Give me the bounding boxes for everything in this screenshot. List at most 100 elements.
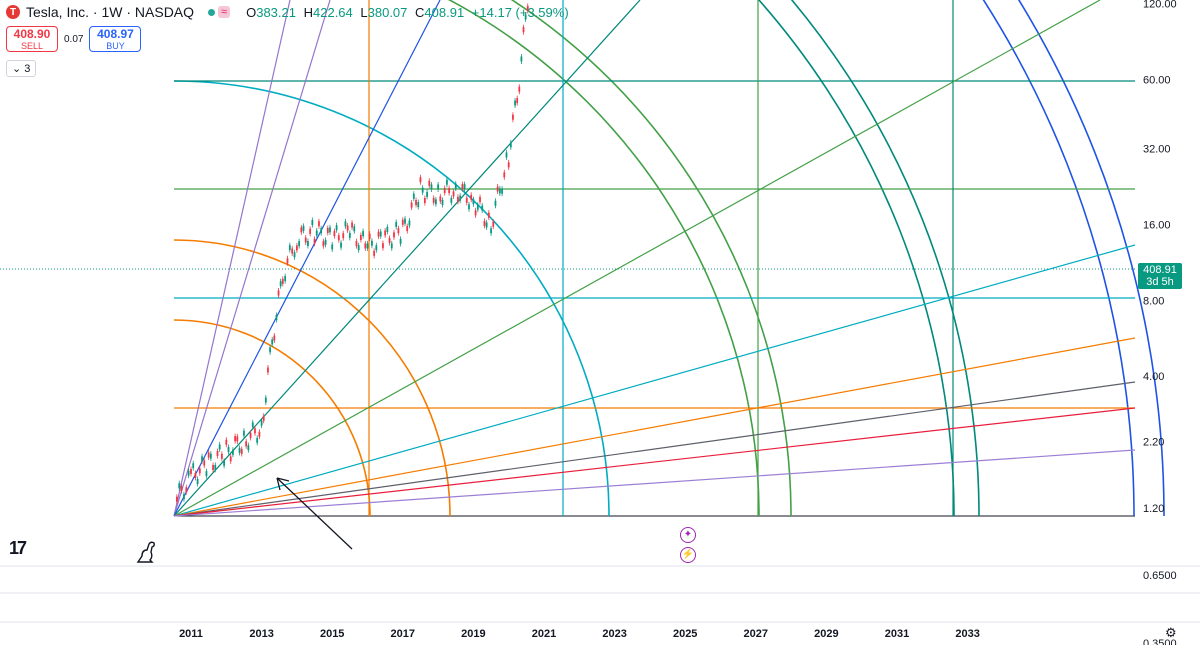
x-tick-label: 2027 xyxy=(744,628,768,640)
candle xyxy=(309,228,312,234)
y-tick-label: 0.6500 xyxy=(1143,570,1177,582)
candle xyxy=(225,439,228,445)
candle xyxy=(452,191,455,197)
candle xyxy=(192,463,195,469)
candle xyxy=(397,228,400,234)
trade-panel: 408.90 SELL 0.07 408.97 BUY xyxy=(6,26,142,52)
candle xyxy=(324,239,327,245)
candle xyxy=(196,478,199,484)
candle xyxy=(256,437,259,443)
candle xyxy=(443,188,446,194)
candle xyxy=(298,241,301,247)
candle xyxy=(198,468,201,474)
candle xyxy=(267,367,269,373)
current-price: 408.91 xyxy=(1143,264,1177,276)
candle xyxy=(185,487,188,493)
candle xyxy=(393,232,395,238)
candle xyxy=(417,202,420,208)
candle xyxy=(432,197,435,203)
sell-button[interactable]: 408.90 SELL xyxy=(6,26,58,52)
candle xyxy=(264,397,267,403)
y-tick-label: 4.00 xyxy=(1143,371,1164,383)
candle xyxy=(415,200,417,206)
candle xyxy=(505,152,508,158)
gann-fan-line xyxy=(173,449,1136,517)
candle xyxy=(194,472,197,478)
candle xyxy=(373,250,376,256)
candle xyxy=(526,5,529,11)
x-tick-label: 2029 xyxy=(814,628,838,640)
candle xyxy=(190,468,192,474)
x-tick-label: 2017 xyxy=(391,628,415,640)
indicators-toggle[interactable]: ⌄ 3 xyxy=(6,60,37,77)
candle xyxy=(406,226,409,232)
symbol-title[interactable]: Tesla, Inc. · 1W · NASDAQ xyxy=(26,4,195,20)
candle xyxy=(485,222,488,228)
candle xyxy=(251,422,254,428)
candle xyxy=(279,281,282,287)
candle xyxy=(448,188,451,194)
x-tick-label: 2021 xyxy=(532,628,556,640)
candle xyxy=(346,225,349,231)
candle xyxy=(366,243,369,249)
market-status[interactable]: ≈ xyxy=(208,6,231,18)
dino-icon[interactable] xyxy=(136,540,158,564)
x-tick-label: 2033 xyxy=(955,628,979,640)
candle xyxy=(214,464,217,470)
candle xyxy=(470,194,473,200)
candle xyxy=(318,221,320,227)
candle xyxy=(315,230,318,236)
candle xyxy=(320,228,323,234)
dividend-event-icon[interactable]: ⚡ xyxy=(680,547,696,563)
gann-arc xyxy=(447,0,760,517)
candle xyxy=(524,14,527,20)
current-price-tag: 408.91 3d 5h xyxy=(1138,263,1182,289)
symbol-header[interactable]: T Tesla, Inc. · 1W · NASDAQ ≈ O383.21 H4… xyxy=(6,4,573,20)
settings-icon[interactable]: ⚙ xyxy=(1165,625,1177,640)
candle xyxy=(296,245,298,251)
candle xyxy=(311,220,314,226)
candle xyxy=(218,444,221,450)
spread-value: 0.07 xyxy=(64,33,84,45)
candle xyxy=(490,228,492,234)
candle xyxy=(362,231,364,237)
candle xyxy=(472,199,475,205)
candle xyxy=(496,186,499,192)
candle xyxy=(207,452,210,458)
candle xyxy=(355,241,358,247)
candle xyxy=(304,237,307,243)
candle xyxy=(344,221,347,227)
y-tick-label: 120.00 xyxy=(1143,0,1177,11)
y-tick-label: 2.20 xyxy=(1143,437,1164,449)
candle xyxy=(404,218,406,224)
candle xyxy=(386,226,389,232)
y-tick-label: 0.3500 xyxy=(1143,638,1177,645)
candle xyxy=(375,245,378,251)
buy-button[interactable]: 408.97 BUY xyxy=(89,26,142,52)
x-tick-label: 2031 xyxy=(885,628,909,640)
candle xyxy=(236,436,239,442)
x-tick-label: 2025 xyxy=(673,628,697,640)
candle xyxy=(498,188,501,194)
candle xyxy=(474,210,477,216)
candle xyxy=(428,180,431,186)
x-tick-label: 2019 xyxy=(461,628,485,640)
gann-fan-line xyxy=(173,0,291,517)
candle xyxy=(178,483,181,489)
annotation-arrow xyxy=(276,477,353,550)
candle xyxy=(463,184,466,190)
candle xyxy=(307,240,309,246)
candle xyxy=(203,460,206,466)
tradingview-logo[interactable]: 17 xyxy=(9,538,27,558)
candle xyxy=(487,212,490,218)
candle xyxy=(180,486,183,492)
event-icon[interactable]: ✦ xyxy=(680,527,696,543)
candle xyxy=(412,193,415,199)
gann-fan-line xyxy=(173,407,1136,517)
candle xyxy=(379,231,382,237)
candle xyxy=(273,335,276,341)
candle xyxy=(340,242,342,248)
candle xyxy=(518,86,521,92)
candle xyxy=(313,238,316,244)
